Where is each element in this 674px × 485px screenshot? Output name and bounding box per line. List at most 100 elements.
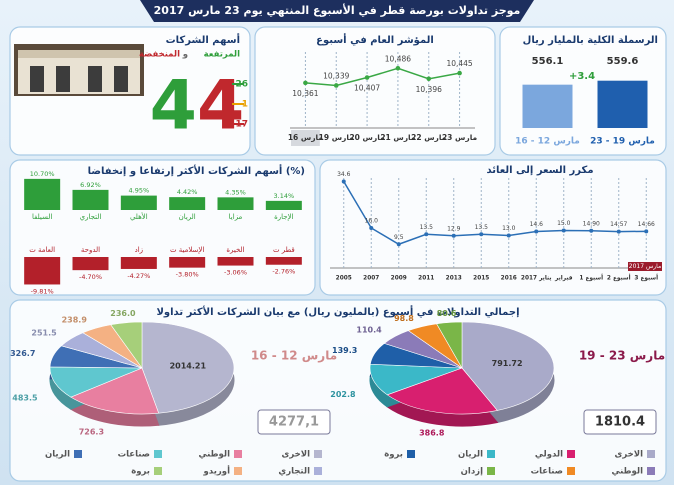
pie-slice	[369, 363, 463, 396]
value-label: -9.81%	[31, 287, 54, 295]
bar	[120, 195, 157, 210]
value-label: 3.14%	[274, 192, 295, 200]
value-label: 791.72	[492, 359, 523, 368]
x-tick-label: الريان	[179, 213, 196, 221]
pie-slice	[436, 321, 463, 370]
count-label: 26	[235, 80, 248, 90]
point	[341, 179, 346, 184]
value-label: 4.95%	[129, 187, 150, 195]
pie-slice	[110, 321, 143, 369]
value-label: 2014.21	[170, 361, 207, 370]
legend-swatch	[234, 467, 242, 475]
total-box	[583, 409, 657, 435]
legend-label: بروة	[384, 450, 403, 460]
legend-swatch	[487, 467, 495, 475]
point	[396, 242, 401, 247]
highlight	[291, 130, 320, 146]
value-label: 12.9	[447, 225, 461, 232]
value-label: 9.5	[394, 234, 404, 241]
pie-slice	[461, 321, 555, 411]
count-label: 1	[242, 100, 248, 110]
value-label: 14.66	[638, 221, 655, 228]
legend-label: الوطني	[611, 467, 643, 477]
building-photo	[14, 44, 144, 96]
x-tick-label: الخيرة	[226, 246, 244, 254]
bar	[597, 80, 648, 128]
total-label: 4277,1	[269, 415, 319, 430]
point	[589, 228, 594, 233]
page-title: موجز تداولات بورصة قطر في الأسبوع المنته…	[154, 3, 521, 17]
x-tick-label: 21 مارس	[380, 133, 416, 142]
value-label: 80.6	[437, 309, 457, 318]
total-box	[257, 409, 331, 435]
value-label: 10,396	[416, 85, 442, 94]
legend-label: الوطني	[198, 450, 230, 460]
legend-label: التجاري	[278, 467, 310, 477]
x-tick-label: 23 - 19 مارس	[590, 137, 655, 147]
bar	[120, 257, 157, 269]
legend-swatch	[407, 450, 415, 458]
x-tick-label: 2013	[446, 276, 462, 282]
point	[303, 80, 308, 86]
line	[343, 181, 647, 246]
value-label: -4.70%	[79, 273, 102, 281]
bar	[217, 197, 254, 210]
point	[506, 233, 511, 238]
panel	[319, 159, 667, 296]
chart-title: إجمالي التداولات في أسبوع (بالمليون ريال…	[156, 305, 519, 318]
legend-swatch	[234, 450, 242, 458]
point	[426, 76, 432, 82]
x-tick-label: 2011	[418, 276, 434, 282]
x-tick-label: 23 مارس	[442, 133, 478, 142]
header-banner	[140, 0, 534, 22]
value-label: 13.0	[502, 225, 516, 232]
x-tick-label: 20 مارس	[349, 133, 385, 142]
value-label: 238.9	[62, 316, 88, 325]
x-tick-label: قطر ت	[273, 246, 295, 254]
point	[644, 229, 649, 234]
bar	[169, 257, 206, 268]
legend-swatch	[567, 450, 575, 458]
legend-swatch	[154, 450, 162, 458]
bar	[24, 257, 61, 285]
panel	[254, 26, 496, 156]
annotation-box	[628, 262, 662, 271]
count-label: 17	[235, 120, 248, 130]
x-tick-label: فبراير	[554, 276, 573, 282]
point	[534, 229, 539, 234]
legend-swatch	[487, 450, 495, 458]
bar	[265, 257, 302, 265]
value-label: 110.4	[356, 326, 382, 335]
x-tick-label: الأهلي	[130, 212, 148, 221]
point	[616, 229, 621, 234]
value-label: 16.0	[365, 218, 379, 225]
value-label: 10,445	[446, 59, 472, 68]
x-tick-label: التجاري	[80, 213, 102, 221]
bar	[217, 257, 254, 266]
legend-label: إزدان	[461, 467, 483, 477]
legend-swatch	[314, 450, 322, 458]
legend-label: بروة	[131, 467, 150, 477]
value-label: 4.42%	[177, 188, 198, 196]
legend-swatch	[154, 467, 162, 475]
value-label: 10,339	[323, 71, 349, 80]
chart-subtitle: المرتفعة	[204, 50, 240, 60]
pie-slice	[70, 367, 160, 415]
value-label: 251.5	[31, 328, 57, 337]
value-label: -3.80%	[176, 271, 199, 279]
chart-subtitle: المنخفضة	[139, 50, 180, 60]
legend-label: الريان	[458, 450, 483, 460]
x-tick-label: 19 مارس	[319, 133, 355, 142]
point	[333, 83, 339, 88]
legend-swatch	[647, 450, 655, 458]
x-tick-label: 2005	[336, 276, 352, 282]
chart-title: مكرر السعر إلى العائد	[486, 165, 593, 176]
bar	[169, 197, 206, 210]
x-tick-label: مزايا	[229, 213, 243, 221]
value-label: 15.0	[557, 220, 571, 227]
value-label: 139.3	[332, 346, 357, 355]
x-tick-label: الإسلامية ت	[170, 246, 204, 254]
x-tick-label: العامة ت	[29, 246, 55, 254]
value-label: 13.5	[475, 224, 489, 231]
